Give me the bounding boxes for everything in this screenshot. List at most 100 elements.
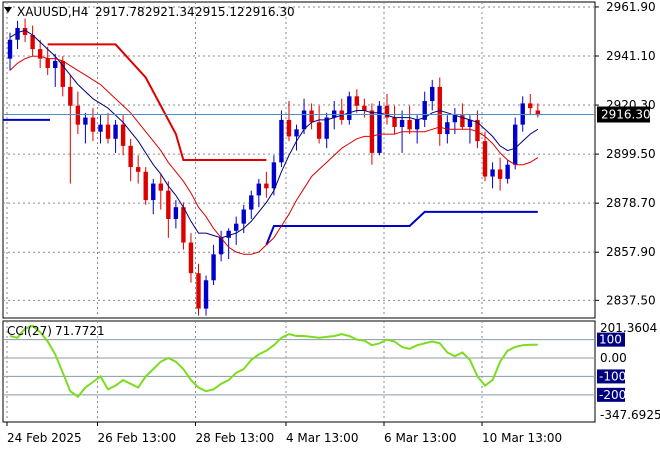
candle-body — [203, 280, 209, 309]
candle-body — [264, 183, 269, 189]
candle-body — [475, 119, 480, 142]
cci-levels — [3, 339, 595, 396]
price-tick-label: 2878.70 — [606, 196, 656, 210]
cci-tick-label: -347.6925 — [600, 408, 660, 422]
candle-body — [279, 119, 284, 163]
candle-body — [158, 183, 163, 191]
candle-body — [75, 105, 81, 125]
cci-header: CCI(27) 71.7721 — [7, 324, 105, 338]
candle-body — [414, 119, 420, 130]
cci-tick-label: 201.3604 — [600, 321, 657, 335]
candle-body — [226, 230, 231, 238]
candle-body — [271, 162, 277, 189]
cci-current-value: 71.7721 — [55, 324, 105, 338]
candle-body — [286, 119, 292, 137]
candle-body — [173, 207, 179, 219]
low-value: 2915.12 — [195, 5, 245, 19]
collapse-triangle-icon — [4, 7, 12, 13]
candle-body — [241, 209, 246, 224]
candle-body — [369, 110, 375, 153]
candle-body — [83, 117, 88, 125]
candle-body — [316, 122, 322, 139]
candle-body — [347, 96, 352, 120]
candle-body — [234, 223, 239, 231]
time-tick-label: 6 Mar 13:00 — [384, 431, 457, 445]
symbol-label: XAUUSD,H4 — [17, 5, 88, 19]
cci-level-badge — [597, 387, 625, 402]
current-price-label: 2916.30 — [601, 107, 651, 121]
cci-name-label: CCI(27) — [7, 324, 52, 338]
cci-tick-label: -200 — [599, 388, 626, 402]
candle-body — [294, 129, 299, 137]
cci-tick-label: 0.00 — [600, 351, 627, 365]
cci-panel-frame — [2, 320, 596, 423]
time-tick-label: 10 Mar 13:00 — [482, 431, 562, 445]
candle-body — [392, 117, 397, 127]
price-tick-label: 2857.90 — [606, 245, 656, 259]
price-tick-label: 2941.10 — [606, 49, 656, 63]
candle-body — [249, 195, 254, 210]
candle-body — [22, 27, 28, 36]
close-value: 2916.30 — [245, 5, 295, 19]
candle-body — [188, 242, 194, 274]
candle-body — [68, 86, 73, 106]
candle-body — [256, 183, 262, 196]
price-panel-frame — [2, 1, 596, 319]
chart-header: XAUUSD,H4 2917.78 2921.34 2915.12 2916.3… — [4, 5, 295, 19]
candle-body — [535, 110, 540, 116]
candle-body — [166, 190, 171, 219]
price-tick-label: 2961.90 — [606, 0, 656, 14]
candle-body — [430, 86, 435, 102]
candle-body — [490, 169, 495, 177]
candle-body — [15, 27, 20, 40]
candle-body — [7, 39, 13, 59]
cci-level-badge — [597, 369, 625, 384]
candle-body — [452, 115, 458, 123]
ma-fast-line — [9, 29, 539, 239]
candle-body — [53, 60, 58, 69]
candle-body — [90, 117, 96, 132]
candle-body — [301, 110, 307, 130]
candles — [7, 18, 540, 316]
candle-body — [211, 254, 216, 281]
price-axis: 2961.902941.102920.302899.502878.702857.… — [595, 0, 656, 307]
candle-body — [377, 105, 382, 153]
candle-body — [482, 141, 488, 177]
candle-body — [497, 169, 503, 179]
cci-tick-label: 100 — [599, 333, 622, 347]
candle-body — [151, 183, 156, 201]
time-tick-label: 28 Feb 13:00 — [196, 431, 275, 445]
current-price-badge — [597, 106, 650, 123]
cci-tick-label: -100 — [599, 369, 626, 383]
candle-body — [135, 167, 141, 172]
candle-body — [181, 207, 186, 243]
candle-body — [445, 122, 450, 135]
candle-body — [196, 273, 201, 309]
stop-down-line — [47, 43, 267, 161]
stop-up-line — [265, 210, 538, 246]
candle-body — [37, 49, 43, 59]
price-tick-label: 2899.50 — [606, 147, 656, 161]
time-tick-label: 4 Mar 13:00 — [286, 431, 359, 445]
ma-slow-line — [9, 55, 539, 255]
candle-body — [354, 96, 360, 106]
candle-body — [105, 124, 111, 139]
time-axis: 24 Feb 2025 26 Feb 13:00 28 Feb 13:00 4 Mar… — [6, 422, 562, 445]
candle-body — [113, 124, 118, 139]
candle-body — [407, 119, 412, 130]
time-tick-label: 26 Feb 13:00 — [97, 431, 176, 445]
candle-body — [467, 119, 473, 127]
candle-body — [512, 124, 518, 165]
candle-body — [143, 171, 148, 201]
candle-body — [98, 124, 103, 132]
cci-line — [9, 324, 538, 399]
candle-body — [60, 60, 65, 87]
candle-body — [422, 101, 427, 120]
candle-body — [460, 115, 465, 127]
candle-body — [120, 124, 126, 146]
high-value: 2921.34 — [145, 5, 195, 19]
cci-level-badge — [597, 332, 625, 347]
candle-body — [384, 105, 390, 118]
